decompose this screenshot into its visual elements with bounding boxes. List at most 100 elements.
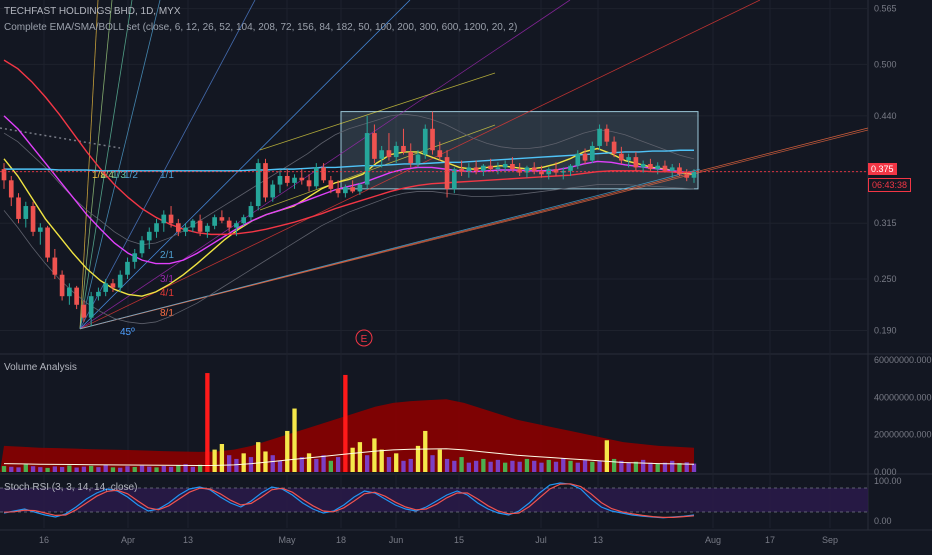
moving-average-line	[3, 59, 694, 236]
volume-bar	[335, 457, 341, 472]
channel-line	[259, 72, 496, 151]
channel-line	[259, 124, 496, 211]
candle	[335, 188, 341, 194]
volume-bar	[285, 430, 290, 472]
candle	[1, 169, 7, 181]
volume-bar	[176, 465, 181, 472]
candle	[292, 177, 297, 183]
volume-bar	[626, 462, 631, 472]
candle	[648, 163, 653, 170]
volume-bar	[67, 465, 72, 472]
gann-label: 1/8	[92, 170, 106, 181]
volume-bar	[96, 467, 101, 472]
earnings-marker-label: E	[361, 334, 368, 345]
volume-bar	[546, 459, 551, 472]
candle	[451, 169, 457, 189]
gann-fan-line	[79, 0, 99, 329]
candle	[481, 165, 486, 171]
volume-bar	[553, 461, 559, 472]
indicator-legend: Complete EMA/SMA/BOLL set (close, 6, 12,…	[4, 22, 518, 33]
volume-bar	[437, 449, 442, 472]
candle	[321, 167, 326, 181]
volume-bar	[466, 462, 471, 472]
candle	[655, 165, 661, 170]
volume-bar	[219, 444, 225, 472]
candle	[241, 217, 247, 224]
candle	[125, 261, 130, 275]
candle	[677, 167, 682, 175]
gann-fan-line	[79, 0, 256, 330]
candle	[81, 304, 87, 318]
candle	[401, 145, 406, 152]
volume-bar	[30, 466, 36, 472]
candle	[299, 177, 305, 181]
candle	[52, 257, 58, 275]
volume-bar	[139, 465, 145, 472]
candle	[604, 128, 610, 142]
candle	[263, 163, 268, 198]
candle	[633, 157, 639, 168]
candle	[284, 176, 290, 183]
volume-bar	[670, 460, 675, 472]
candle	[597, 128, 602, 146]
volume-bar	[611, 458, 617, 472]
candle	[161, 214, 167, 224]
volume-bar	[343, 374, 348, 472]
candle	[343, 187, 348, 194]
candle	[422, 128, 428, 155]
x-tick-label: 18	[336, 535, 346, 545]
volume-bar	[118, 467, 123, 472]
candle	[37, 227, 43, 232]
stoch-line	[3, 482, 695, 519]
volume-bar	[510, 460, 515, 472]
volume-bar	[423, 430, 428, 472]
y-tick-label: 0.565	[874, 4, 897, 14]
volume-bar	[444, 458, 450, 472]
candle	[175, 223, 181, 232]
candle	[270, 184, 276, 198]
x-tick-label: Apr	[121, 535, 135, 545]
volume-bar	[292, 408, 297, 472]
volume-bar	[532, 460, 537, 472]
gann-label: 1/1	[160, 170, 174, 181]
volume-bar	[517, 461, 522, 472]
volume-bar	[52, 466, 57, 472]
volume-bar	[582, 459, 588, 472]
earnings-marker-icon	[355, 329, 373, 347]
candle	[568, 165, 573, 171]
volume-bar	[23, 464, 28, 472]
candle	[350, 187, 355, 192]
candle	[430, 128, 435, 151]
candle	[8, 180, 14, 198]
volume-bar	[190, 466, 195, 472]
y-tick-label: 0.500	[874, 59, 897, 69]
volume-bar	[234, 458, 239, 472]
candle	[524, 167, 530, 173]
y-tick-label: 60000000.000	[874, 355, 932, 365]
candle	[88, 296, 94, 318]
volume-bar	[81, 466, 87, 472]
volume-bar	[459, 457, 464, 472]
volume-bar	[568, 460, 573, 472]
candle	[183, 227, 188, 232]
y-tick-label: 0.00	[874, 516, 892, 526]
y-tick-label: 0.190	[874, 326, 897, 336]
candle	[662, 165, 668, 171]
candle	[328, 180, 334, 189]
candle	[168, 214, 174, 224]
volume-ma-line	[3, 448, 695, 467]
candle	[560, 170, 566, 173]
candle	[626, 157, 631, 161]
symbol-title: TECHFAST HOLDINGS BHD, 1D, MYX	[4, 6, 181, 17]
candle	[379, 150, 385, 159]
candle	[59, 274, 65, 297]
volume-bar	[590, 461, 595, 472]
volume-bar	[662, 462, 668, 472]
candle	[372, 133, 377, 159]
candle	[510, 163, 515, 170]
volume-bar	[154, 467, 159, 472]
candle	[306, 180, 312, 187]
x-tick-label: Sep	[822, 535, 838, 545]
candle	[473, 167, 479, 171]
